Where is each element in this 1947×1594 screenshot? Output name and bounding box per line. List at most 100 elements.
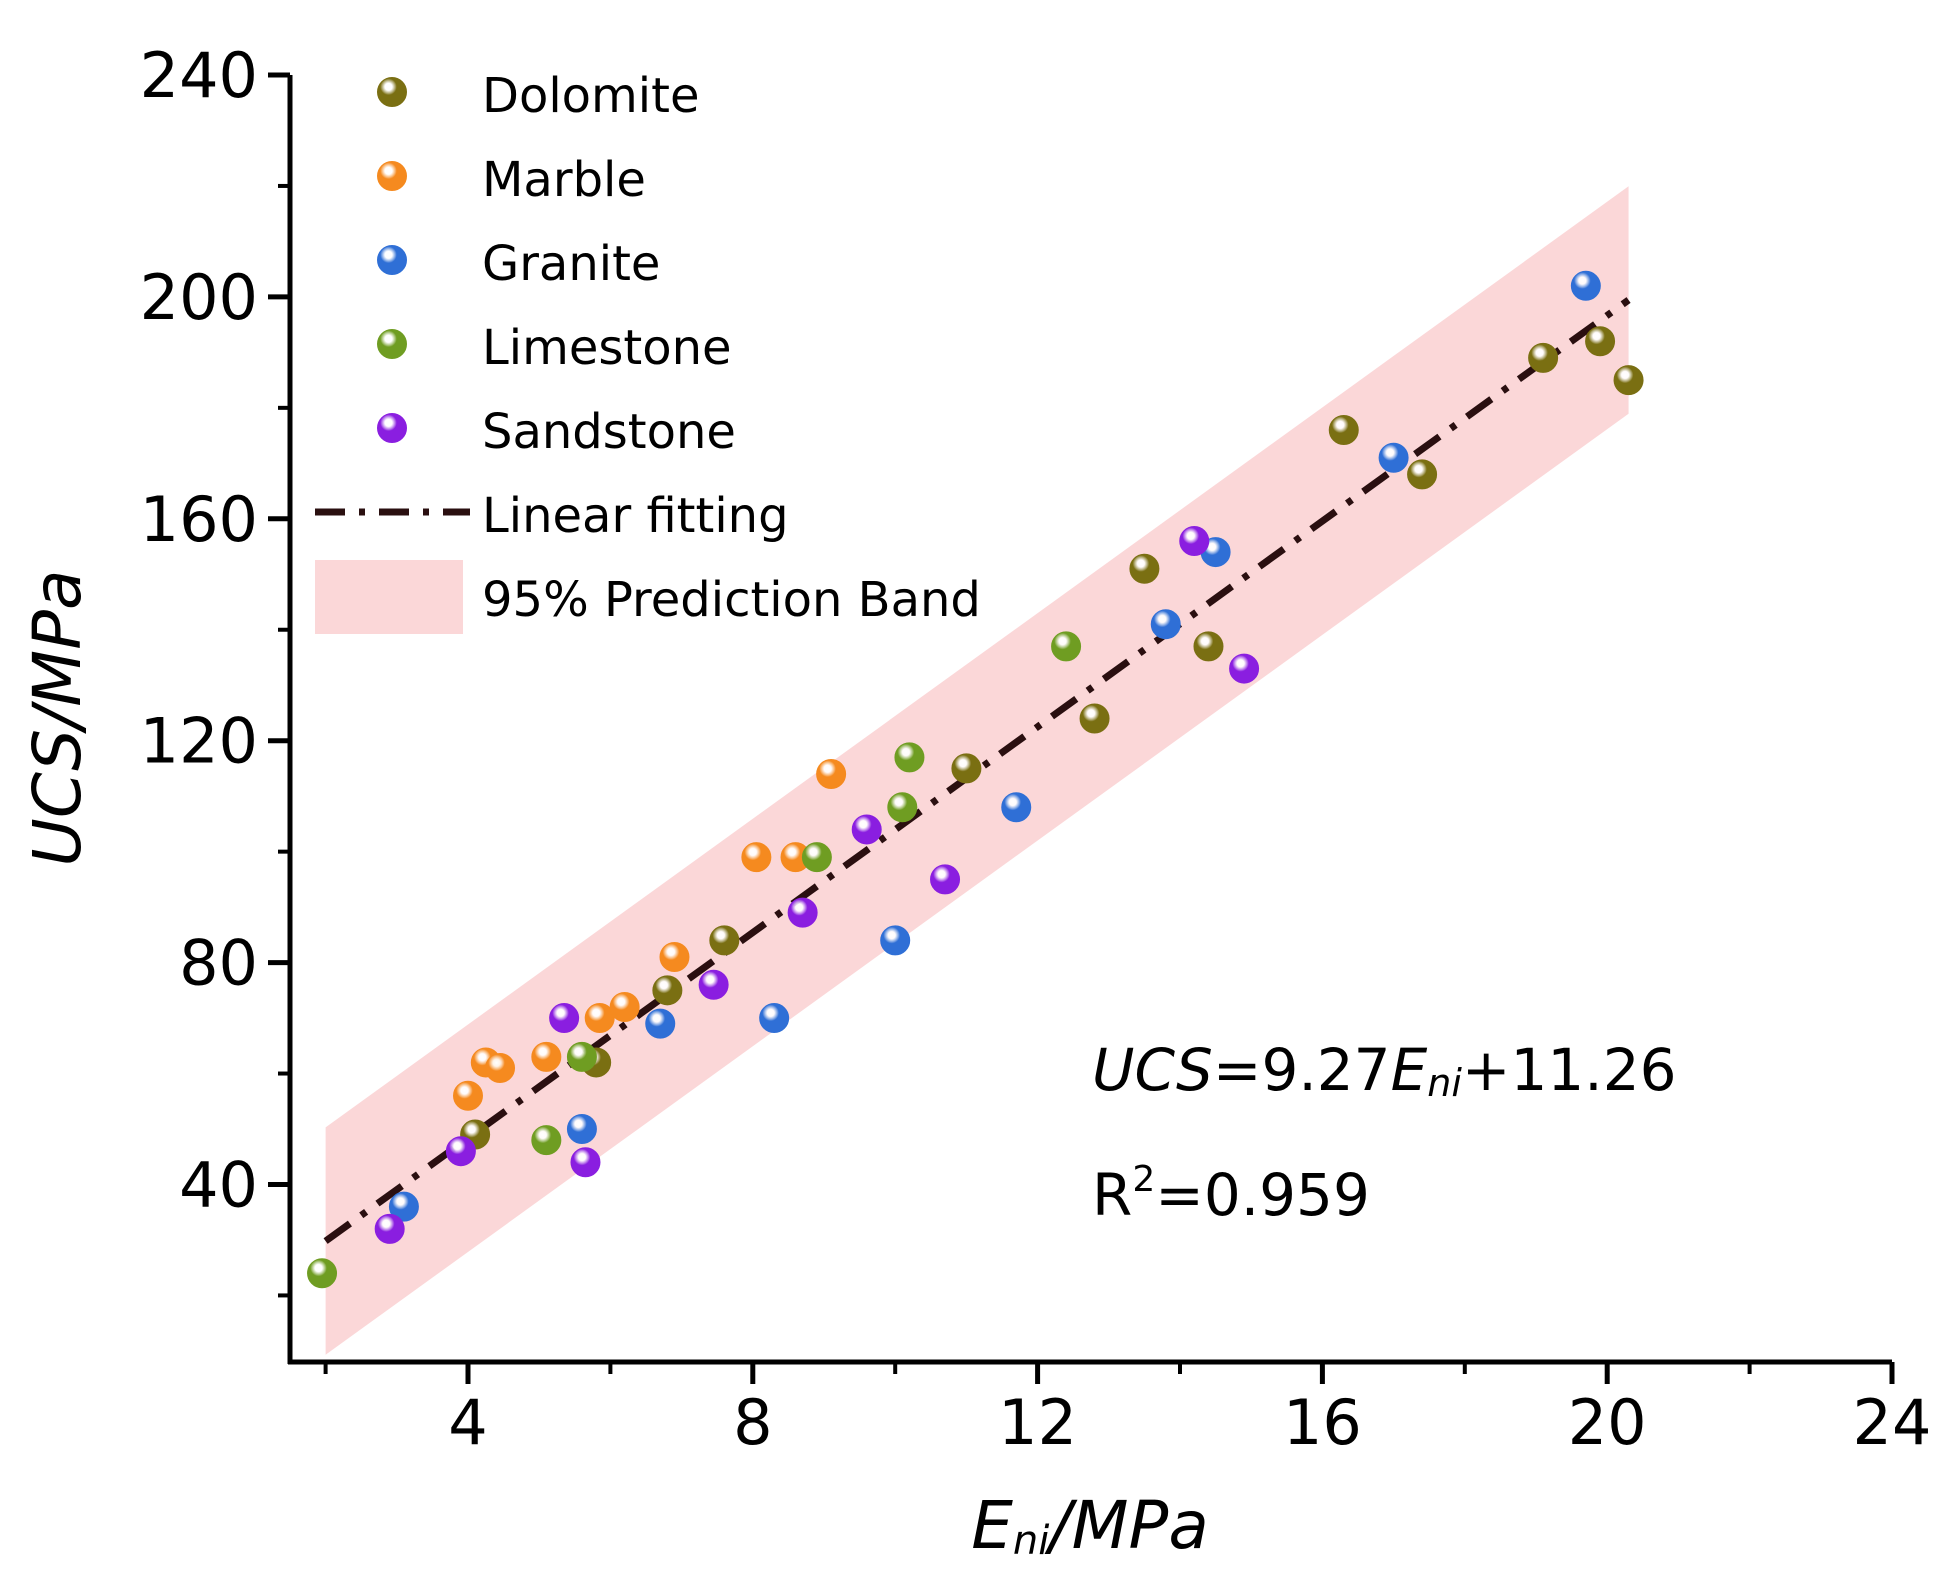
legend-marker bbox=[377, 77, 407, 107]
data-point-marble bbox=[453, 1080, 483, 1111]
x-tick-label: 4 bbox=[448, 1386, 487, 1459]
data-point-limestone bbox=[801, 842, 832, 873]
legend-item-limestone: Limestone bbox=[377, 320, 732, 376]
data-point-dolomite bbox=[652, 975, 683, 1006]
data-point-sandstone bbox=[851, 814, 882, 845]
fit-equation: UCS=9.27Eni+11.26 bbox=[1092, 1036, 1677, 1105]
data-point-limestone bbox=[566, 1041, 597, 1072]
equation-sub: ni bbox=[1427, 1061, 1462, 1105]
y-tick-label: 120 bbox=[140, 705, 258, 778]
data-point-granite bbox=[1150, 609, 1181, 640]
data-point-granite bbox=[759, 1003, 790, 1034]
data-point-marble bbox=[659, 942, 690, 973]
data-point-limestone bbox=[1051, 631, 1082, 662]
data-point-dolomite bbox=[1613, 365, 1644, 396]
data-point-limestone bbox=[531, 1125, 562, 1156]
y-tick-label: 200 bbox=[140, 261, 258, 334]
equation-prefix: UCS bbox=[1092, 1036, 1213, 1104]
legend-item-sandstone: Sandstone bbox=[377, 404, 736, 460]
x-tick-label: 20 bbox=[1568, 1386, 1647, 1459]
series-marble bbox=[453, 758, 847, 1111]
data-points-layer bbox=[307, 270, 1644, 1289]
legend-item-band: 95% Prediction Band bbox=[315, 560, 981, 634]
x-tick-label: 8 bbox=[733, 1386, 772, 1459]
series-dolomite bbox=[460, 326, 1644, 1150]
data-point-sandstone bbox=[930, 864, 961, 895]
data-point-sandstone bbox=[549, 1003, 580, 1034]
legend-item-dolomite: Dolomite bbox=[377, 68, 699, 124]
x-axis-title-unit: /MPa bbox=[1044, 1487, 1208, 1564]
data-point-sandstone bbox=[1179, 525, 1210, 556]
data-point-marble bbox=[741, 842, 772, 873]
r2-sup: 2 bbox=[1132, 1159, 1155, 1200]
legend-marker bbox=[377, 413, 407, 443]
data-point-granite bbox=[566, 1114, 597, 1145]
data-point-sandstone bbox=[787, 897, 818, 928]
data-point-sandstone bbox=[1229, 653, 1260, 684]
x-axis-title-main: E bbox=[971, 1487, 1013, 1564]
legend-label: Sandstone bbox=[482, 404, 736, 460]
tick-labels-layer: 4 8 12 16 20 24 40 80 120 160 200 240 bbox=[140, 39, 1932, 1459]
legend-label: Granite bbox=[482, 236, 660, 292]
y-tick-label: 80 bbox=[179, 927, 258, 1000]
data-point-dolomite bbox=[1193, 631, 1224, 662]
data-point-granite bbox=[388, 1191, 419, 1222]
equation-suffix: +11.26 bbox=[1462, 1036, 1677, 1104]
y-axis-title: UCS/MPa bbox=[19, 570, 96, 867]
data-point-granite bbox=[645, 1008, 676, 1039]
data-point-dolomite bbox=[1407, 459, 1438, 490]
data-point-limestone bbox=[894, 742, 925, 773]
x-axis-title: Eni/MPa bbox=[971, 1487, 1209, 1564]
fit-line-layer bbox=[323, 297, 1631, 1244]
data-point-granite bbox=[1001, 792, 1032, 823]
r-squared: R2=0.959 bbox=[1092, 1159, 1370, 1229]
data-point-dolomite bbox=[1328, 415, 1359, 446]
y-tick-label: 40 bbox=[179, 1148, 258, 1221]
legend-label: Dolomite bbox=[482, 68, 699, 124]
data-point-marble bbox=[816, 758, 847, 789]
r2-label: R bbox=[1092, 1161, 1132, 1229]
data-point-limestone bbox=[887, 792, 918, 823]
fit-line bbox=[323, 297, 1631, 1244]
legend-label: 95% Prediction Band bbox=[482, 572, 981, 628]
legend-band-swatch bbox=[315, 560, 463, 634]
x-tick-label: 16 bbox=[1283, 1386, 1362, 1459]
data-point-granite bbox=[1378, 442, 1409, 473]
x-tick-label: 12 bbox=[998, 1386, 1077, 1459]
data-point-granite bbox=[880, 925, 911, 956]
legend-item-marble: Marble bbox=[377, 152, 646, 208]
r2-value: =0.959 bbox=[1155, 1161, 1370, 1229]
data-point-sandstone bbox=[570, 1147, 601, 1178]
legend-label: Linear fitting bbox=[482, 488, 789, 544]
data-point-limestone bbox=[307, 1258, 338, 1289]
data-point-dolomite bbox=[1129, 553, 1160, 584]
legend-item-fit: Linear fitting bbox=[315, 488, 789, 544]
legend-marker bbox=[377, 329, 407, 359]
series-limestone bbox=[307, 631, 1082, 1289]
y-tick-label: 160 bbox=[140, 483, 258, 556]
legend-marker bbox=[377, 161, 407, 191]
equation-mid: =9.27 bbox=[1213, 1036, 1391, 1104]
data-point-dolomite bbox=[1528, 342, 1559, 373]
data-point-sandstone bbox=[374, 1213, 405, 1244]
legend-marker bbox=[377, 245, 407, 275]
data-point-marble bbox=[485, 1052, 516, 1083]
x-tick-label: 24 bbox=[1853, 1386, 1932, 1459]
data-point-dolomite bbox=[951, 753, 982, 784]
equation-var: E bbox=[1391, 1036, 1428, 1104]
data-point-marble bbox=[584, 1003, 615, 1034]
series-sandstone bbox=[374, 525, 1260, 1244]
legend-label: Limestone bbox=[482, 320, 732, 376]
legend-label: Marble bbox=[482, 152, 646, 208]
y-tick-label: 240 bbox=[140, 39, 258, 112]
legend: Dolomite Marble Granite Limestone Sandstone L… bbox=[315, 68, 981, 634]
data-point-dolomite bbox=[1585, 326, 1616, 357]
data-point-sandstone bbox=[445, 1136, 476, 1167]
legend-item-granite: Granite bbox=[377, 236, 660, 292]
data-point-marble bbox=[609, 991, 640, 1022]
axes-layer bbox=[268, 72, 1895, 1384]
data-point-dolomite bbox=[1079, 703, 1110, 734]
data-point-dolomite bbox=[709, 925, 740, 956]
x-axis-title-sub: ni bbox=[1013, 1518, 1049, 1564]
